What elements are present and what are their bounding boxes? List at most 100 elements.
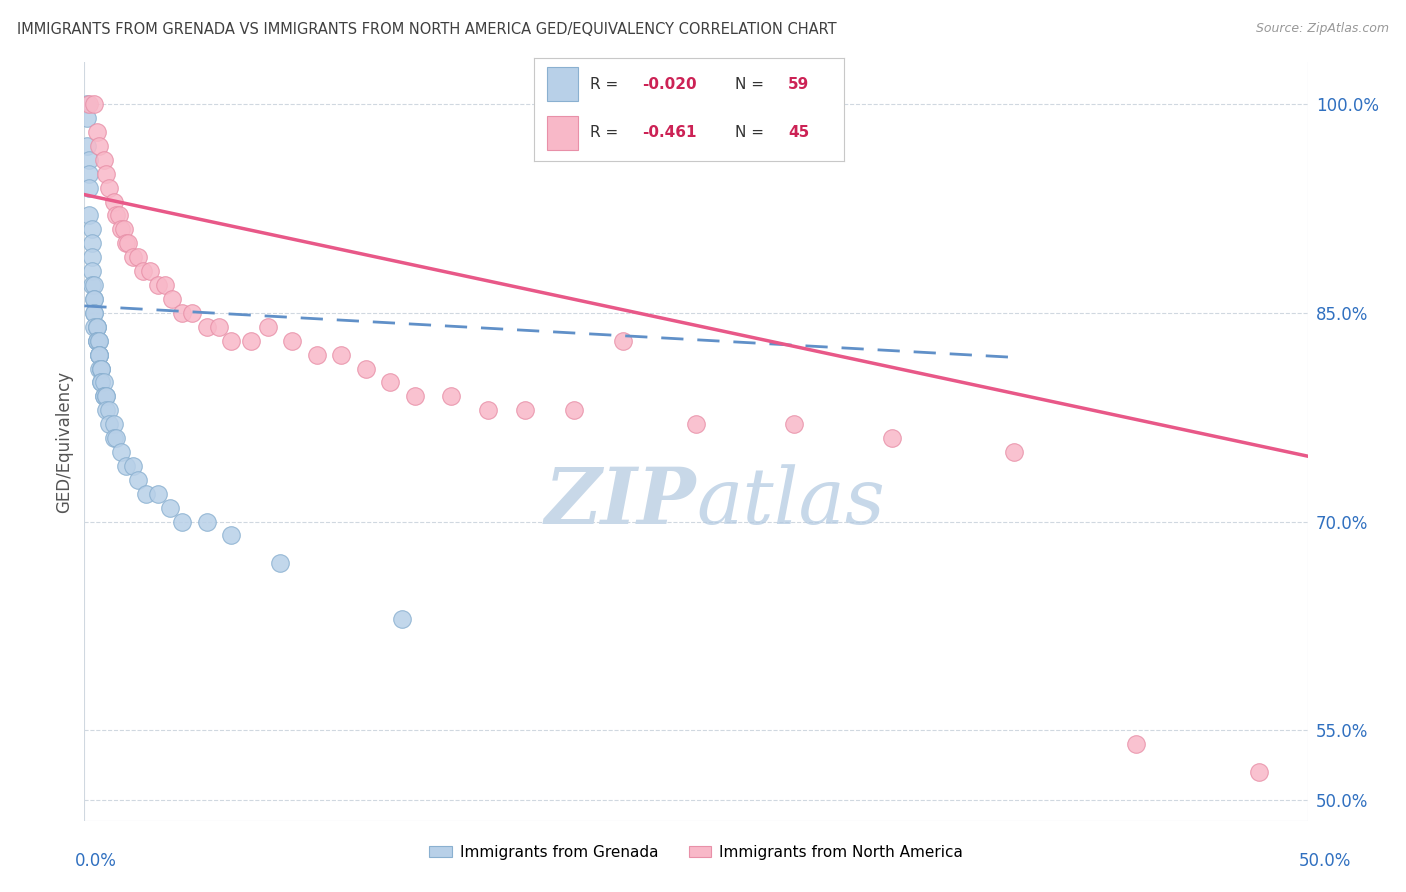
Point (562, 403, 585, 417)
Text: N =: N = (735, 126, 769, 140)
Point (110, 445, 132, 459)
Point (127, 473, 149, 487)
Point (103, 417, 125, 432)
Point (86, 319, 108, 334)
Point (135, 486, 157, 500)
Point (117, 236, 139, 251)
Point (87, 348, 110, 362)
Point (86, 334, 108, 348)
Point (477, 403, 499, 417)
Bar (547, 67, 578, 101)
Legend: Immigrants from Grenada, Immigrants from North America: Immigrants from Grenada, Immigrants from… (423, 838, 969, 866)
Point (269, 556, 291, 570)
Point (93, 153, 115, 167)
Point (93, 389, 115, 403)
Point (77, 180, 100, 194)
Point (1125, 737, 1147, 751)
Point (305, 348, 328, 362)
Point (83, 292, 105, 306)
Text: Source: ZipAtlas.com: Source: ZipAtlas.com (1256, 22, 1389, 36)
Text: R =: R = (591, 126, 628, 140)
Point (77, 153, 100, 167)
Text: R =: R = (591, 77, 623, 92)
Point (112, 222, 135, 236)
Point (612, 334, 634, 348)
Point (96, 167, 118, 181)
Point (77, 167, 100, 181)
Point (146, 486, 169, 500)
Point (172, 306, 194, 320)
Point (80, 250, 103, 264)
Point (80, 222, 103, 236)
Point (219, 528, 242, 542)
Point (115, 458, 138, 473)
Point (87, 361, 110, 376)
Point (172, 515, 194, 529)
Point (127, 250, 149, 264)
Point (195, 319, 218, 334)
Text: -0.461: -0.461 (643, 126, 697, 140)
Text: atlas: atlas (696, 464, 884, 541)
Point (783, 417, 806, 432)
Point (1247, 764, 1270, 779)
Point (281, 334, 304, 348)
Point (90, 361, 112, 376)
Point (132, 264, 155, 278)
Point (181, 306, 204, 320)
Point (87, 139, 110, 153)
Point (87, 334, 110, 348)
Point (77, 209, 100, 223)
Point (239, 334, 262, 348)
Point (685, 417, 707, 432)
Point (87, 348, 110, 362)
Point (83, 319, 105, 334)
Point (440, 389, 463, 403)
Point (90, 361, 112, 376)
Point (86, 125, 108, 139)
Point (146, 278, 169, 293)
Point (139, 264, 162, 278)
Point (103, 431, 125, 445)
Point (93, 389, 115, 403)
Point (195, 515, 218, 529)
Point (1002, 445, 1025, 459)
Point (122, 250, 145, 264)
Point (107, 209, 129, 223)
Text: 45: 45 (787, 126, 810, 140)
Point (380, 376, 402, 390)
Point (83, 306, 105, 320)
Point (208, 319, 231, 334)
Point (83, 278, 105, 293)
Text: 0.0%: 0.0% (75, 852, 117, 870)
Text: 50.0%: 50.0% (1298, 852, 1351, 870)
Point (105, 209, 128, 223)
Point (76, 111, 98, 125)
Text: 59: 59 (787, 77, 810, 92)
Point (105, 431, 128, 445)
Point (80, 236, 103, 251)
Point (87, 348, 110, 362)
Point (90, 361, 112, 376)
Point (87, 348, 110, 362)
Point (162, 292, 184, 306)
Point (153, 278, 176, 293)
Point (80, 264, 103, 278)
Text: -0.020: -0.020 (643, 77, 697, 92)
Point (86, 334, 108, 348)
Point (97, 417, 120, 432)
Point (86, 319, 108, 334)
Text: ZIP: ZIP (544, 464, 696, 541)
Point (83, 97, 105, 112)
Text: N =: N = (735, 77, 769, 92)
Point (83, 292, 105, 306)
Point (97, 403, 120, 417)
Point (87, 334, 110, 348)
Point (330, 348, 353, 362)
Point (513, 403, 536, 417)
Point (86, 334, 108, 348)
Bar (547, 117, 578, 150)
Point (86, 319, 108, 334)
Point (115, 236, 138, 251)
Y-axis label: GED/Equivalency: GED/Equivalency (55, 370, 73, 513)
Point (76, 139, 98, 153)
